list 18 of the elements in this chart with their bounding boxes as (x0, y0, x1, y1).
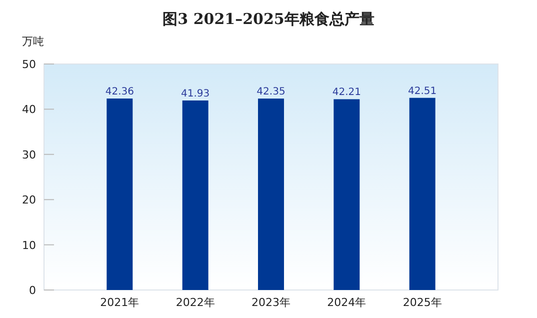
x-tick-label: 2023年 (252, 296, 290, 309)
chart-title: 图3 2021–2025年粮食总产量 (162, 10, 374, 28)
y-tick-label: 40 (22, 103, 36, 116)
data-label: 41.93 (181, 88, 210, 100)
x-tick-label: 2024年 (327, 296, 366, 309)
y-tick-label: 20 (22, 194, 36, 207)
y-tick-label: 50 (22, 58, 36, 71)
data-label: 42.21 (332, 87, 361, 98)
x-tick-label: 2025年 (402, 296, 442, 309)
x-tick-label: 2021年 (100, 296, 140, 309)
data-label: 42.36 (105, 86, 134, 98)
x-tick-label: 2022年 (176, 296, 215, 309)
y-tick-label: 30 (22, 148, 36, 162)
y-tick-label: 0 (29, 284, 36, 297)
y-tick-label: 10 (22, 238, 36, 252)
y-axis-title: 万吨 (22, 35, 44, 48)
data-label: 42.51 (408, 86, 437, 97)
data-label: 42.35 (256, 86, 286, 98)
